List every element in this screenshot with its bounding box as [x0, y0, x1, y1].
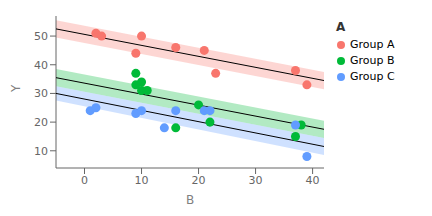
html-text:Group A: Group A [350, 38, 395, 51]
svg-text:20: 20 [34, 116, 48, 129]
svg-text:10: 10 [135, 174, 149, 187]
html-text:Group B: Group B [350, 54, 395, 67]
svg-text:10: 10 [34, 145, 48, 158]
svg-text:Y: Y [9, 84, 23, 93]
html-text:Group C: Group C [350, 70, 395, 83]
svg-text:50: 50 [34, 30, 48, 43]
svg-text:B: B [186, 193, 194, 207]
svg-text:0: 0 [81, 174, 88, 187]
svg-text:40: 40 [34, 59, 48, 72]
svg-text:40: 40 [306, 174, 320, 187]
svg-text:30: 30 [34, 87, 48, 100]
html-text:A: A [336, 20, 346, 34]
svg-text:20: 20 [192, 174, 206, 187]
svg-text:30: 30 [249, 174, 263, 187]
